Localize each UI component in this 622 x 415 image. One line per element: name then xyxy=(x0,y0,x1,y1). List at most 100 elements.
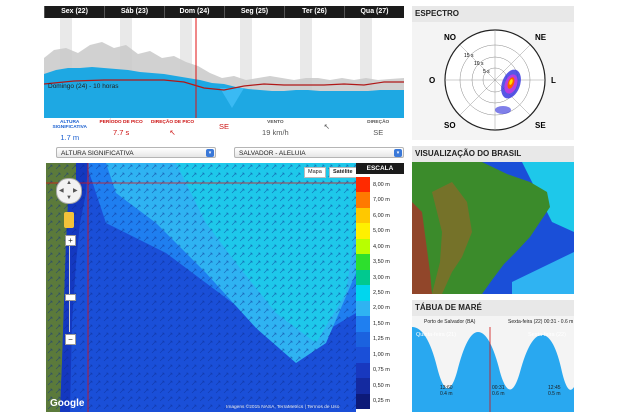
scale-swatch xyxy=(356,192,370,208)
spectrum-energy-secondary xyxy=(495,106,511,114)
brazil-title: VISUALIZAÇÃO DO BRASIL xyxy=(412,146,574,162)
scale-swatch xyxy=(356,362,370,379)
dir-label-no: NO xyxy=(444,33,456,42)
zoom-in-button[interactable]: + xyxy=(65,235,76,246)
stat-label: ALTURA SIGNIFICATIVA xyxy=(52,120,87,130)
wave-map[interactable] xyxy=(46,163,404,412)
scale-swatch xyxy=(356,378,370,394)
tide-low-height: 0.6 m xyxy=(492,391,505,397)
scale-swatch xyxy=(356,207,370,224)
brazil-map[interactable] xyxy=(412,162,574,294)
chevron-up-icon[interactable]: ▲ xyxy=(66,180,72,186)
tide-chart[interactable] xyxy=(412,327,574,412)
google-logo: Google xyxy=(50,398,85,409)
scale-swatch xyxy=(356,177,370,193)
map-type-map[interactable]: Mapa xyxy=(304,167,326,178)
brazil-ocean-mid xyxy=(512,252,574,294)
spectrum-polar-plot[interactable]: NO NE O L SO SE 15 s 10 s 5 s xyxy=(425,24,565,136)
tide-area xyxy=(412,327,574,412)
chevron-left-icon[interactable]: ◀ xyxy=(59,188,64,194)
dir-label-ne: NE xyxy=(535,33,547,42)
day-tab[interactable]: Sáb (23) xyxy=(104,6,164,18)
tide-left-day: Quinta-feira (21) xyxy=(416,332,457,338)
forecast-stat: DIREÇÃO DE PICO ↖ xyxy=(147,119,198,141)
tide-current: Sexta-feira (22) 00:31 - 0.6 m xyxy=(508,319,574,325)
location-select[interactable]: SALVADOR - ALELUIA ▾ xyxy=(234,147,404,158)
tide-low-height: 0.4 m xyxy=(440,391,453,397)
scale-swatch xyxy=(356,347,370,363)
chevron-down-icon: ▾ xyxy=(394,149,402,157)
stat-value: 19 km/h xyxy=(262,128,289,137)
stat-value: SE xyxy=(218,122,229,131)
scale-swatch xyxy=(356,254,370,270)
scale-label: 1,25 m xyxy=(373,336,390,343)
forecast-stat: ALTURA SIGNIFICATIVA 1.7 m xyxy=(44,119,95,142)
forecast-stats: ALTURA SIGNIFICATIVA 1.7 m PERÍODO DE PICO… xyxy=(44,119,404,142)
ring-label-15s: 15 s xyxy=(464,53,474,59)
scale-label: 5,00 m xyxy=(373,228,390,235)
stat-label: DIREÇÃO DE PICO xyxy=(150,120,195,125)
forecast-stat: SE xyxy=(198,119,249,141)
stat-value: 1.7 m xyxy=(60,133,80,142)
scale-swatch xyxy=(356,269,370,286)
swell-forecast-chart[interactable] xyxy=(44,18,404,118)
scale-swatch xyxy=(356,285,370,301)
tide-low-label: 00:31 0.6 m xyxy=(492,385,505,397)
scale-label: 0,75 m xyxy=(373,367,390,374)
stat-value: ↖ xyxy=(323,122,330,131)
scale-label: 3,00 m xyxy=(373,274,390,281)
current-time-label: Domingo (24) - 10 horas xyxy=(48,83,119,90)
map-type-satellite[interactable]: Satélite xyxy=(329,167,357,178)
forecast-stat: PERÍODO DE PICO 7.7 s xyxy=(95,119,146,141)
ring-label-5s: 5 s xyxy=(483,69,490,75)
location-select-value: SALVADOR - ALELUIA xyxy=(239,150,306,157)
tide-title: TÁBUA DE MARÉ xyxy=(412,300,574,316)
pan-control[interactable]: ▲ ▼ ◀ ▶ xyxy=(56,178,82,204)
scale-swatch xyxy=(356,393,370,409)
street-view-pegman-icon[interactable] xyxy=(64,212,74,228)
scale-swatch xyxy=(356,331,370,348)
day-tab[interactable]: Qua (27) xyxy=(344,6,404,18)
scale-label: 3,50 m xyxy=(373,259,390,266)
andes-relief xyxy=(412,202,432,294)
dir-label-l: L xyxy=(551,76,556,85)
tide-low-time: 00:31 xyxy=(492,385,505,391)
day-tab[interactable]: Ter (26) xyxy=(284,6,344,18)
tide-low-height: 0.5 m xyxy=(548,391,561,397)
ring-label-10s: 10 s xyxy=(474,61,484,67)
period-line xyxy=(44,79,404,91)
direction-glyphs xyxy=(220,88,244,108)
scale-label: 2,50 m xyxy=(373,290,390,296)
day-tab[interactable]: Dom (24) xyxy=(164,6,224,18)
forecast-day-bar: Sex (22) Sáb (23) Dom (24) Seg (25) Ter (26)… xyxy=(44,6,404,18)
spectrum-energy-core xyxy=(509,79,513,85)
scale-label: 4,00 m xyxy=(373,243,390,250)
stat-label: PERÍODO DE PICO xyxy=(99,120,143,125)
day-tab[interactable]: Sex (22) xyxy=(44,6,104,18)
day-tab[interactable]: Seg (25) xyxy=(224,6,284,18)
scale-swatch xyxy=(356,300,370,317)
scale-label: 0,50 m xyxy=(373,382,390,389)
stat-value: ↖ xyxy=(169,128,176,137)
tide-port: Porto de Salvador (BA) xyxy=(424,319,476,325)
zoom-slider-handle[interactable] xyxy=(65,294,76,301)
zoom-slider-track[interactable] xyxy=(69,246,70,332)
chevron-down-icon: ▾ xyxy=(206,149,214,157)
chevron-down-icon[interactable]: ▼ xyxy=(66,195,72,201)
stat-value: SE xyxy=(373,128,384,137)
chevron-right-icon[interactable]: ▶ xyxy=(73,188,78,194)
scale-swatch xyxy=(356,223,370,239)
scale-legend: 8,00 m 7,00 m 6,00 m 5,00 m 4,00 m 3,50 m 3,00… xyxy=(356,163,404,412)
wave-arrows xyxy=(46,163,404,412)
variable-select[interactable]: ALTURA SIGNIFICATIVA ▾ xyxy=(56,147,216,158)
map-attribution[interactable]: Imagens ©2015 NASA, TerraMetrics | Termo… xyxy=(226,405,340,410)
scale-label: 0,25 m xyxy=(373,398,390,405)
scale-label: 7,00 m xyxy=(373,197,390,204)
highlands-relief xyxy=(432,182,472,294)
dir-label-o: O xyxy=(429,76,435,85)
scale-swatch xyxy=(356,238,370,255)
zoom-out-button[interactable]: − xyxy=(65,334,76,345)
tide-low-label: 13:60 0.4 m xyxy=(440,385,453,397)
scale-label: 2,00 m xyxy=(373,305,390,312)
tide-low-label: 12:45 0.5 m xyxy=(548,385,561,397)
